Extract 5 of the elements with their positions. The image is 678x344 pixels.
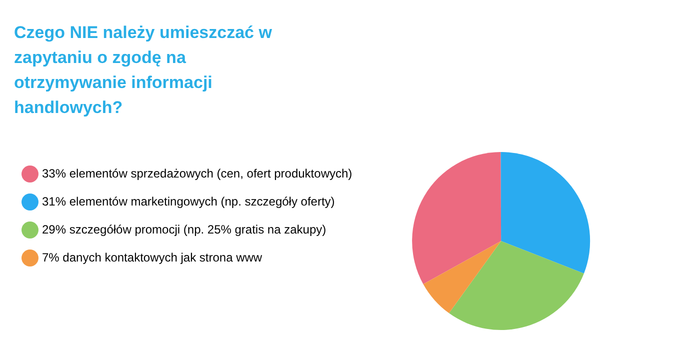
legend-label: 7% danych kontaktowych jak strona www — [42, 250, 262, 264]
legend-label: 31% elementów marketingowych (np. szczegóły oferty) — [42, 194, 335, 208]
legend-label: 33% elementów sprzedażowych (cen, ofert produktowych) — [42, 166, 352, 180]
legend-label: 29% szczegółów promocji (np. 25% gratis na zakupy) — [42, 222, 326, 236]
chart-title: Czego NIE należy umieszczać w zapytaniu o zgodę na otrzymywanie informacji handlowych? — [14, 22, 273, 119]
